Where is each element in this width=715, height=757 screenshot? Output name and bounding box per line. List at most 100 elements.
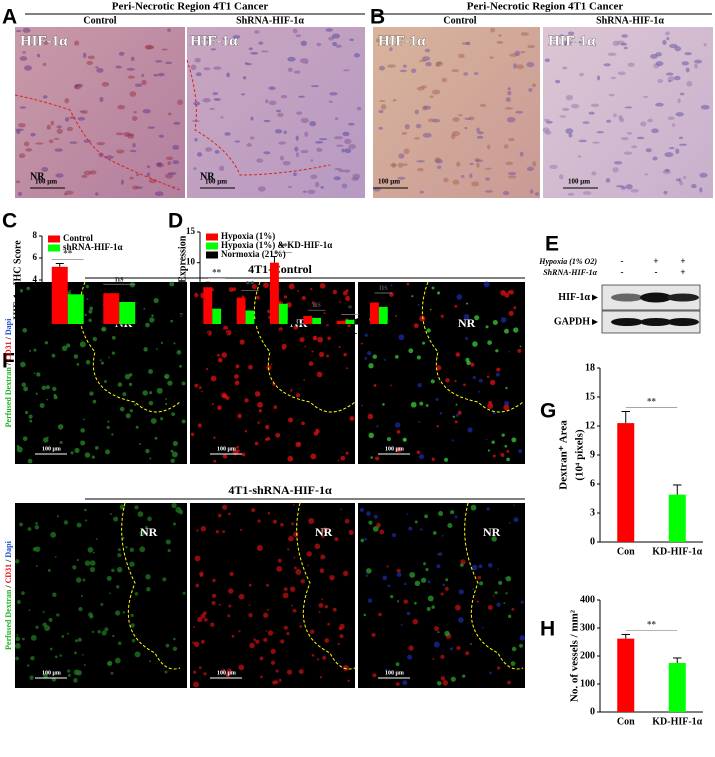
signal: [470, 642, 472, 645]
cell: [333, 136, 343, 140]
cell: [314, 141, 324, 144]
cell: [250, 116, 254, 121]
signal: [84, 508, 87, 512]
signal: [439, 412, 443, 415]
signal: [111, 335, 116, 340]
cell: [424, 48, 431, 53]
signal: [400, 623, 403, 626]
signal: [29, 675, 34, 680]
y-axis-label: Dextran⁺ Area: [558, 420, 570, 490]
signal: [390, 594, 394, 599]
signal: [310, 288, 313, 291]
signal: [450, 510, 455, 515]
cell: [693, 63, 698, 69]
signal: [87, 547, 94, 553]
signal: [485, 325, 489, 329]
signal: [406, 282, 410, 286]
signal: [511, 607, 515, 611]
signal: [491, 440, 495, 444]
cell: [69, 141, 78, 144]
cell: [336, 144, 344, 147]
cell: [173, 121, 181, 125]
signal: [175, 506, 182, 513]
signal: [437, 553, 440, 556]
cell: [590, 103, 600, 108]
signal: [316, 371, 323, 378]
y-tick-label: 6: [33, 252, 38, 262]
signal: [395, 314, 397, 317]
cell: [353, 53, 361, 58]
signal: [382, 575, 388, 581]
cell: [451, 130, 461, 137]
signal: [324, 604, 329, 609]
signal: [518, 449, 523, 454]
cell: [485, 177, 491, 181]
signal: [293, 531, 299, 538]
signal: [225, 395, 230, 400]
signal: [109, 592, 111, 595]
signal: [463, 313, 470, 320]
cell: [591, 171, 597, 176]
signal: [492, 594, 495, 597]
signal: [15, 656, 20, 661]
signal: [210, 375, 217, 382]
cell: [645, 148, 652, 153]
cell: [95, 66, 99, 69]
cell: [147, 126, 155, 129]
cell: [526, 166, 535, 172]
signal: [266, 583, 269, 587]
cell: [620, 136, 629, 141]
cell: [348, 122, 355, 126]
signal: [42, 611, 45, 614]
cell: [567, 31, 575, 36]
cell: [165, 61, 173, 65]
cell: [623, 151, 633, 155]
signal: [130, 623, 135, 628]
signal: [228, 604, 232, 608]
signal: [433, 641, 440, 648]
signal: [24, 410, 29, 415]
signal: [442, 680, 449, 686]
signal: [451, 439, 454, 442]
signal: [511, 646, 517, 652]
signal: [88, 318, 92, 323]
signal: [254, 441, 259, 446]
cell: [146, 165, 151, 169]
cell: [50, 120, 54, 126]
blot-band: [667, 293, 699, 302]
signal: [222, 530, 226, 534]
signal: [117, 382, 123, 387]
signal: [286, 669, 293, 675]
signal: [319, 676, 323, 679]
signal: [409, 571, 416, 578]
cell: [686, 81, 693, 87]
cell: [343, 169, 351, 173]
cell: [625, 184, 633, 190]
signal: [35, 521, 38, 525]
cell: [507, 171, 517, 176]
signal: [429, 308, 432, 311]
cell: [341, 183, 348, 189]
signal: [139, 546, 146, 553]
signal: [295, 393, 301, 398]
signal: [162, 577, 167, 582]
signal: [53, 393, 57, 397]
legend-label: shRNA-HIF-1α: [63, 242, 123, 252]
signal: [202, 611, 207, 615]
cell: [392, 99, 397, 102]
signal: [257, 401, 263, 408]
signal: [360, 404, 363, 407]
cell: [664, 152, 674, 158]
cell: [287, 185, 293, 188]
cell: [512, 63, 518, 69]
cell: [667, 116, 675, 120]
cell: [592, 141, 600, 144]
cell: [674, 75, 681, 81]
cell: [193, 42, 197, 45]
signal: [194, 555, 201, 562]
signal: [111, 433, 114, 436]
scale-label: 100 μm: [42, 446, 61, 452]
signal: [83, 664, 86, 666]
signal: [199, 573, 204, 577]
signal: [319, 282, 326, 289]
